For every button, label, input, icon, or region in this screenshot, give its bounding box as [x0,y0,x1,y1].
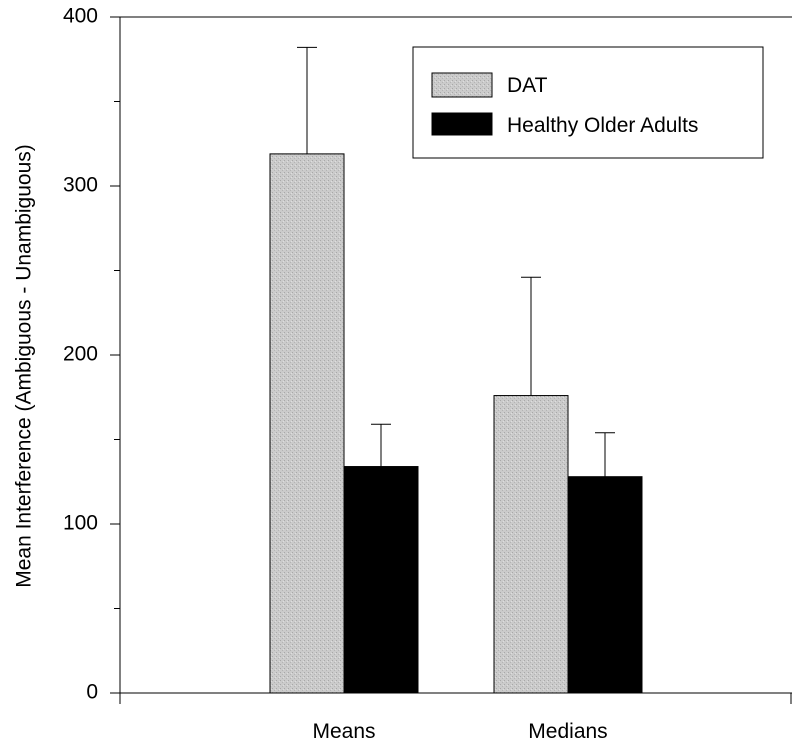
y-tick-label: 100 [63,512,98,535]
y-tick-label: 200 [63,343,98,366]
bar-healthy-older-adults-medians [567,476,643,694]
bar-dat-means [269,153,345,694]
y-tick-label: 0 [86,681,98,704]
legend-box [412,46,764,159]
y-tick-label: 300 [63,174,98,197]
bar-healthy-older-adults-means [343,466,419,694]
x-tick-label-medians: Medians [528,720,607,743]
y-tick-label: 400 [63,5,98,28]
bar-dat-medians [493,395,569,694]
error-bars [297,46,615,477]
x-ticks [119,693,792,704]
legend: DAT Healthy Older Adults [412,46,764,159]
x-tick-label-means: Means [312,720,375,743]
y-ticks: 0 100 200 300 400 [63,5,120,704]
bars [269,153,643,694]
legend-swatch-healthy-older-adults [431,112,493,136]
legend-label-dat: DAT [507,74,548,97]
legend-swatch-dat [431,72,493,98]
legend-label-healthy-older-adults: Healthy Older Adults [507,114,698,137]
x-tick-labels: Means Medians [312,720,607,743]
y-axis-title: Mean Interference (Ambiguous - Unambiguo… [13,144,36,588]
